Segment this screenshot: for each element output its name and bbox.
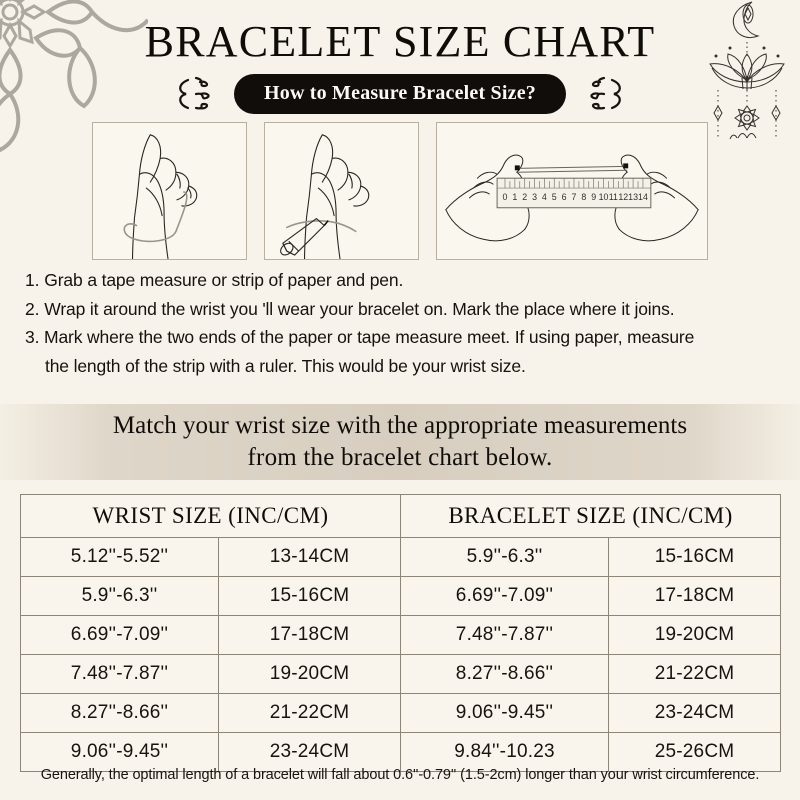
cell-wrist_cm: 19-20CM xyxy=(218,654,401,694)
hand-marking-string-with-pen xyxy=(264,122,419,260)
step-3-text-line-2: the length of the strip with a ruler. Th… xyxy=(45,355,526,376)
cell-wrist_inch: 6.69''-7.09'' xyxy=(20,615,219,655)
header-bracelet-size: BRACELET SIZE (INC/CM) xyxy=(400,494,781,538)
cell-wrist_inch: 9.06''-9.45'' xyxy=(20,732,219,772)
cell-wrist_inch: 5.12''-5.52'' xyxy=(20,537,219,577)
lotus-moon-ornament xyxy=(709,1,785,140)
cell-bracelet_cm: 21-22CM xyxy=(608,654,781,694)
header-wrist-size: WRIST SIZE (INC/CM) xyxy=(20,494,401,538)
cell-bracelet_inch: 6.69''-7.09'' xyxy=(400,576,609,616)
table-row: 7.48''-7.87'' 19-20CM 8.27''-8.66'' 21-22CM xyxy=(20,654,781,694)
ornamental-flourish-left-icon xyxy=(179,76,210,110)
ruler-tick-label: 8 xyxy=(581,192,586,202)
cell-wrist_cm: 15-16CM xyxy=(218,576,401,616)
ruler-tick-label: 13 xyxy=(628,192,638,202)
hand-with-string-around-wrist xyxy=(92,122,247,260)
banner-line-1: Match your wrist size with the appropria… xyxy=(112,412,688,439)
ruler-tick-label: 5 xyxy=(552,192,557,202)
step-1-number: 1. xyxy=(25,270,40,290)
cell-bracelet_cm: 15-16CM xyxy=(608,537,781,577)
bracelet-size-table: WRIST SIZE (INC/CM) BRACELET SIZE (INC/C… xyxy=(20,494,781,772)
cell-bracelet_cm: 19-20CM xyxy=(608,615,781,655)
ruler-tick-label: 14 xyxy=(638,192,648,202)
banner-line-2: from the bracelet chart below. xyxy=(247,444,553,471)
table-row: 9.06''-9.45'' 23-24CM 9.84''-10.23 25-26CM xyxy=(20,732,781,772)
hands-measuring-string-with-ruler: 0 1 2 3 4 5 6 7 8 9 10 11 12 13 14 xyxy=(436,122,708,260)
ruler-tick-label: 1 xyxy=(512,192,517,202)
match-wrist-size-banner: Match your wrist size with the appropria… xyxy=(0,404,800,480)
cell-bracelet_inch: 7.48''-7.87'' xyxy=(400,615,609,655)
ruler-tick-label: 10 xyxy=(599,192,609,202)
ruler-tick-label: 11 xyxy=(609,192,618,202)
step-1: 1. Grab a tape measure or strip of paper… xyxy=(25,266,780,295)
cell-bracelet_cm: 25-26CM xyxy=(608,732,781,772)
step-3-text-line-1: Mark where the two ends of the paper or … xyxy=(44,327,695,347)
cell-bracelet_inch: 9.84''-10.23 xyxy=(400,732,609,772)
step-2-text: Wrap it around the wrist you 'll wear yo… xyxy=(44,298,675,319)
illustration-panels: 0 1 2 3 4 5 6 7 8 9 10 11 12 13 14 xyxy=(0,122,800,260)
ornamental-flourish-right-icon xyxy=(590,76,621,110)
ruler-tick-label: 12 xyxy=(618,192,628,202)
cell-wrist_cm: 23-24CM xyxy=(218,732,401,772)
ruler-tick-label: 9 xyxy=(591,192,596,202)
ruler-tick-label: 6 xyxy=(562,192,567,202)
step-2: 2. Wrap it around the wrist you 'll wear… xyxy=(25,295,780,324)
footnote: Generally, the optimal length of a brace… xyxy=(40,767,760,783)
mandala-flower-ornament xyxy=(0,0,148,153)
table-body: 5.12''-5.52'' 13-14CM 5.9''-6.3'' 15-16CM 5.… xyxy=(20,537,781,772)
cell-wrist_inch: 7.48''-7.87'' xyxy=(20,654,219,694)
cell-bracelet_cm: 23-24CM xyxy=(608,693,781,733)
cell-bracelet_inch: 8.27''-8.66'' xyxy=(400,654,609,694)
cell-wrist_inch: 8.27''-8.66'' xyxy=(20,693,219,733)
cell-bracelet_inch: 5.9''-6.3'' xyxy=(400,537,609,577)
table-row: 8.27''-8.66'' 21-22CM 9.06''-9.45'' 23-24CM xyxy=(20,693,781,733)
step-2-number: 2. xyxy=(25,298,40,319)
step-3-number: 3. xyxy=(25,327,40,347)
ruler-tick-label: 0 xyxy=(503,192,508,202)
ruler-tick-label: 3 xyxy=(532,192,537,202)
measurement-steps: 1. Grab a tape measure or strip of paper… xyxy=(25,266,780,380)
cell-bracelet_cm: 17-18CM xyxy=(608,576,781,616)
cell-wrist_cm: 21-22CM xyxy=(218,693,401,733)
ruler-tick-label: 4 xyxy=(542,192,547,202)
how-to-measure-badge-row: How to Measure Bracelet Size? xyxy=(0,72,800,116)
page-title: BRACELET SIZE CHART xyxy=(144,17,656,66)
table-row: 5.9''-6.3'' 15-16CM 6.69''-7.09'' 17-18CM xyxy=(20,576,781,616)
size-table-wrapper: WRIST SIZE (INC/CM) BRACELET SIZE (INC/C… xyxy=(20,494,781,772)
cell-wrist_cm: 13-14CM xyxy=(218,537,401,577)
step-3: 3. Mark where the two ends of the paper … xyxy=(25,323,780,380)
cell-wrist_inch: 5.9''-6.3'' xyxy=(20,576,219,616)
step-1-text: Grab a tape measure or strip of paper an… xyxy=(44,270,404,290)
ruler-tick-label: 7 xyxy=(572,192,577,202)
table-header-row: WRIST SIZE (INC/CM) BRACELET SIZE (INC/C… xyxy=(20,494,781,538)
how-to-measure-badge[interactable]: How to Measure Bracelet Size? xyxy=(233,74,566,114)
ruler-ticks xyxy=(504,178,644,189)
cell-bracelet_inch: 9.06''-9.45'' xyxy=(400,693,609,733)
cell-wrist_cm: 17-18CM xyxy=(218,615,401,655)
table-row: 5.12''-5.52'' 13-14CM 5.9''-6.3'' 15-16CM xyxy=(20,537,781,577)
table-row: 6.69''-7.09'' 17-18CM 7.48''-7.87'' 19-20CM xyxy=(20,615,781,655)
ruler-tick-label: 2 xyxy=(522,192,527,202)
